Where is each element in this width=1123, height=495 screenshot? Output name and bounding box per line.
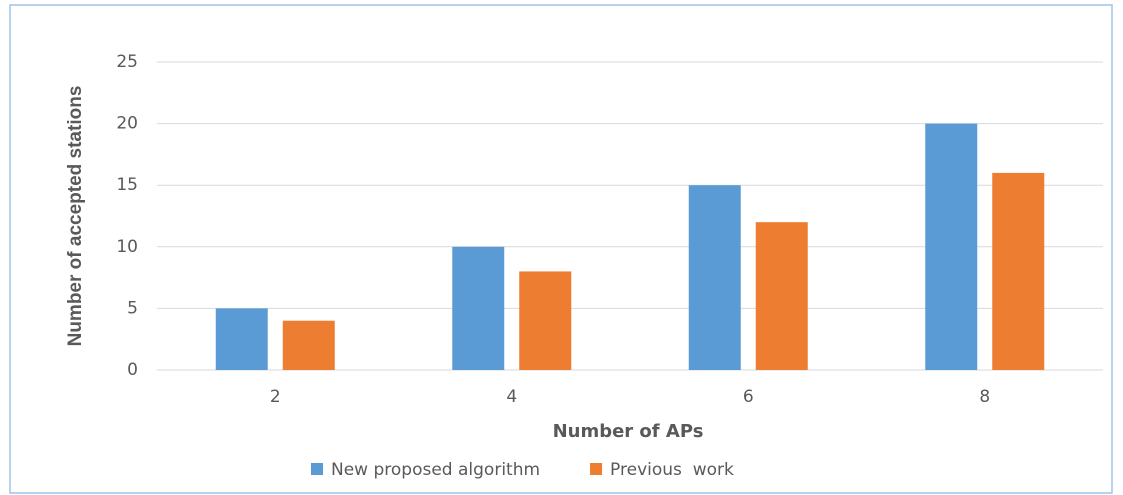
legend-label: Previous work — [610, 460, 734, 480]
bar — [215, 308, 268, 370]
x-axis-title: Number of APs — [553, 421, 704, 442]
bar — [282, 320, 335, 370]
x-tick-label: 8 — [979, 387, 990, 407]
x-tick-label: 6 — [743, 387, 754, 407]
bar — [688, 185, 741, 370]
x-tick-label: 2 — [270, 387, 281, 407]
bar — [992, 172, 1045, 370]
y-tick-label: 15 — [116, 175, 138, 195]
bar — [452, 246, 505, 370]
legend-label: New proposed algorithm — [331, 460, 540, 480]
bar — [925, 123, 978, 370]
legend-swatch — [311, 463, 323, 475]
bar — [519, 271, 572, 370]
bar — [755, 222, 808, 370]
y-tick-label: 5 — [127, 298, 138, 318]
legend-swatch — [590, 463, 603, 475]
y-tick-label: 0 — [127, 360, 138, 380]
chart-frame — [9, 4, 1113, 494]
y-tick-label: 10 — [116, 237, 138, 257]
y-axis-title: Number of accepted stations — [65, 86, 86, 347]
y-tick-label: 20 — [116, 114, 138, 134]
y-tick-label: 25 — [116, 52, 138, 72]
x-tick-label: 4 — [506, 387, 517, 407]
